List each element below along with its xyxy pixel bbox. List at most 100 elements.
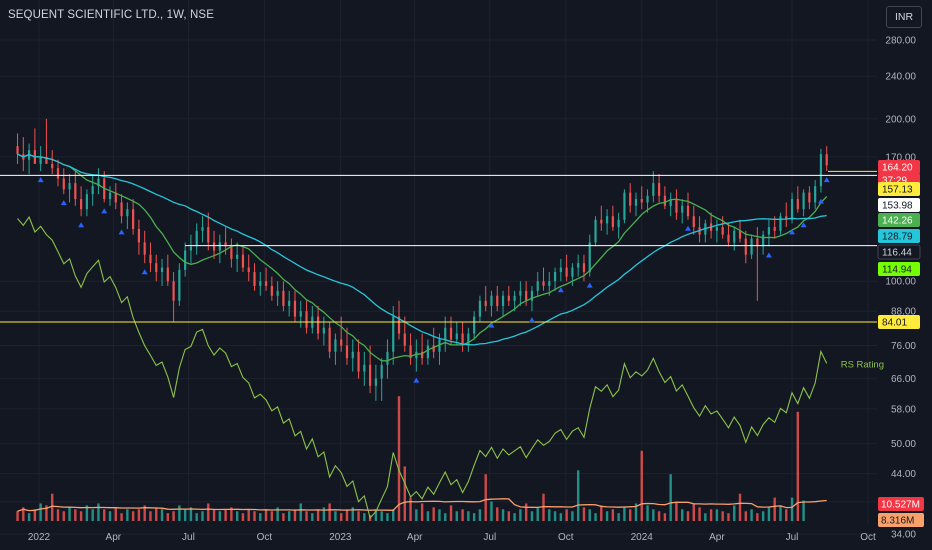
signal-marker bbox=[817, 198, 824, 204]
candle-body bbox=[16, 146, 19, 155]
candle-body bbox=[178, 269, 181, 301]
symbol-title: SEQUENT SCIENTIFIC LTD., 1W, NSE bbox=[8, 9, 214, 21]
signal-marker bbox=[488, 322, 495, 328]
volume-bar bbox=[97, 503, 100, 521]
volume-bar bbox=[85, 505, 89, 521]
volume-bar bbox=[507, 511, 511, 521]
volume-bar bbox=[218, 511, 222, 521]
volume-bar bbox=[230, 507, 233, 521]
candle-body bbox=[299, 311, 302, 317]
volume-bar bbox=[45, 505, 48, 521]
price-axis[interactable]: 280.00 240.00 200.00 170.00 100.00 88.00 76.00… bbox=[885, 36, 916, 541]
volume-bar bbox=[628, 509, 632, 521]
price-tick-label: 50.00 bbox=[891, 439, 916, 450]
price-tag-label: 84.01 bbox=[882, 318, 907, 329]
candle-body bbox=[548, 281, 551, 286]
price-tick-label: 100.00 bbox=[885, 277, 916, 288]
volume-bar bbox=[270, 511, 274, 521]
candle-body bbox=[461, 333, 464, 346]
signal-marker bbox=[823, 177, 830, 183]
candle-body bbox=[172, 281, 175, 301]
candle-body bbox=[611, 216, 614, 228]
candle-body bbox=[108, 192, 112, 200]
volume-bar bbox=[155, 507, 158, 521]
candle-body bbox=[126, 209, 129, 217]
volume-bar bbox=[675, 501, 678, 521]
volume-bar bbox=[652, 509, 655, 521]
candle-body bbox=[542, 281, 545, 286]
signal-marker bbox=[684, 225, 691, 231]
candle-body bbox=[224, 242, 227, 247]
candle-body bbox=[594, 219, 597, 243]
volume-bar bbox=[727, 513, 730, 521]
candle-body bbox=[282, 290, 285, 306]
candle-body bbox=[727, 234, 730, 243]
volume-bar bbox=[796, 411, 800, 521]
currency-button[interactable]: INR bbox=[886, 6, 922, 28]
volume-bar bbox=[386, 513, 389, 521]
candle-body bbox=[565, 267, 568, 277]
candle-body bbox=[744, 238, 747, 255]
volume-tag bbox=[878, 497, 924, 511]
volume-bar bbox=[501, 509, 505, 521]
price-tag bbox=[878, 160, 920, 175]
candle-body bbox=[657, 183, 661, 196]
time-tick-label: 2022 bbox=[28, 532, 51, 543]
volume-tag-label: 10.527M bbox=[881, 500, 920, 511]
signal-marker bbox=[60, 200, 67, 206]
ma-fast-line bbox=[17, 153, 828, 362]
volume-bar bbox=[259, 513, 262, 521]
candle-body bbox=[785, 216, 788, 220]
volume-bar bbox=[600, 505, 603, 521]
volume-bar bbox=[328, 503, 331, 521]
volume-bar bbox=[392, 509, 395, 521]
signal-marker bbox=[586, 282, 593, 288]
candle-body bbox=[374, 378, 377, 386]
time-axis[interactable]: 2022 Apr Jul Oct 2023 Apr Jul Oct 2024 Apr Jul Oct bbox=[28, 532, 876, 543]
ma-slow-line bbox=[17, 153, 827, 346]
candle-body bbox=[467, 333, 470, 346]
volume-bar bbox=[293, 509, 297, 521]
volume-bar bbox=[767, 507, 771, 521]
volume-bar bbox=[22, 507, 25, 521]
price-tag bbox=[878, 315, 920, 330]
volume-bar bbox=[108, 511, 112, 521]
volume-tag bbox=[878, 513, 924, 527]
volume-bar bbox=[467, 511, 470, 521]
volume-bar bbox=[91, 509, 94, 521]
price-tick-label: 76.00 bbox=[891, 341, 916, 352]
volume-bar bbox=[686, 511, 690, 521]
candle-body bbox=[386, 351, 389, 365]
candle-body bbox=[802, 192, 805, 210]
candle-body bbox=[351, 351, 354, 359]
volume-bar bbox=[241, 513, 245, 521]
candle-body bbox=[380, 364, 383, 379]
candle-body bbox=[600, 219, 603, 224]
rs-rating-annotation: RS Rating bbox=[841, 359, 884, 370]
volume-bar bbox=[571, 511, 574, 521]
candle-body bbox=[715, 227, 718, 231]
time-tick-label: Oct bbox=[257, 532, 273, 543]
volume-bar bbox=[160, 509, 164, 521]
volume-bar bbox=[74, 509, 77, 521]
volume-bar bbox=[542, 493, 545, 521]
candle-body bbox=[62, 178, 65, 190]
volume-bar bbox=[166, 513, 170, 521]
volume-bar bbox=[380, 511, 383, 521]
candle-body bbox=[675, 199, 678, 213]
candle-body bbox=[814, 186, 817, 203]
volume-bar bbox=[524, 503, 528, 521]
candle-body bbox=[669, 199, 672, 206]
price-tag-label: 116.44 bbox=[882, 248, 912, 259]
volume-bar bbox=[576, 470, 580, 521]
candle-body bbox=[132, 209, 135, 229]
candle-body bbox=[143, 242, 146, 255]
price-tag-label: 157.13 bbox=[882, 185, 913, 196]
signal-marker bbox=[141, 269, 148, 275]
candle-body bbox=[559, 267, 562, 273]
candle-body bbox=[536, 281, 539, 291]
volume-bar bbox=[276, 507, 279, 521]
signal-marker bbox=[101, 208, 108, 214]
